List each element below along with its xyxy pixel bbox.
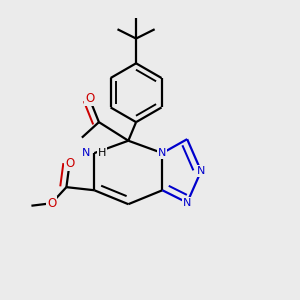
Text: O: O [47, 197, 56, 210]
Text: N: N [82, 148, 91, 158]
Text: O: O [65, 158, 74, 170]
Text: O: O [85, 92, 94, 105]
Text: H: H [98, 148, 106, 158]
Text: N: N [158, 148, 166, 158]
Text: N: N [183, 198, 191, 208]
Text: N: N [197, 166, 205, 176]
